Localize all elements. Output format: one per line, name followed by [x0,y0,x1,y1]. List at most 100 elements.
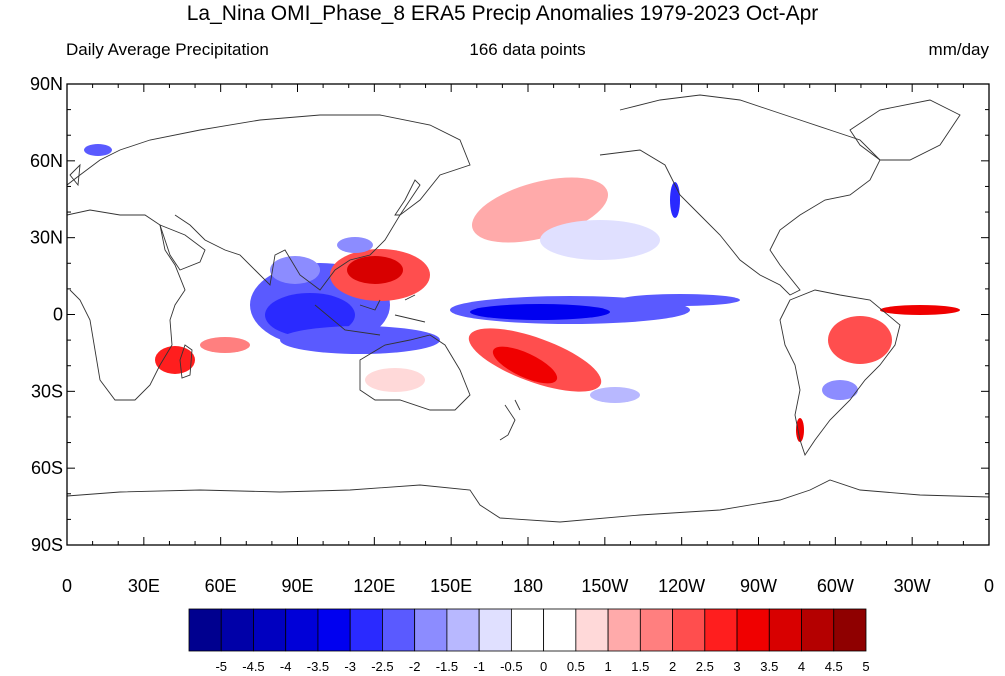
coastline-new-zealand [499,399,521,441]
anomaly-alaska-dry [670,182,680,218]
colorbar-label: -1 [473,659,485,674]
coastline-greenland [849,99,961,161]
coastline-antarctica [67,479,989,523]
coastline-british-isles [69,163,81,187]
lon-label: 150E [430,576,472,596]
colorbar-label: 4 [798,659,805,674]
subtitle-variable: Daily Average Precipitation [66,40,269,59]
colorbar-swatch [317,608,351,652]
lon-label: 30E [128,576,160,596]
colorbar-swatch [478,608,512,652]
lat-label: 30S [31,381,63,401]
coastline-south-america [779,289,901,457]
anomaly-field [84,144,960,442]
colorbar-swatch [639,608,673,652]
colorbar-label: 3.5 [760,659,778,674]
lon-label: 0 [984,576,994,596]
colorbar-swatch [543,608,577,652]
lat-label: 60S [31,458,63,478]
colorbar-swatch [801,608,835,652]
lon-label: 90W [740,576,777,596]
colorbar-swatch [285,608,319,652]
colorbar-swatch [833,608,867,652]
colorbar-label: 0 [540,659,547,674]
colorbar-swatch [510,608,545,652]
anomaly-eq-pacific-dry-core [470,304,610,320]
coastline-australia [359,334,471,411]
anomaly-australia-wet [365,368,425,392]
lon-label: 60E [205,576,237,596]
colorbar-label: -5 [215,659,227,674]
colorbar-label: -2.5 [371,659,393,674]
longitude-labels: 0 30E 60E 90E 120E 150E 180 150W 120W 90W 60W 30W 0 [62,576,994,596]
subtitle-sample-count: 166 data points [469,40,586,59]
latitude-labels: 90N 60N 30N 0 30S 60S 90S [30,74,63,555]
colorbar-label: 2.5 [696,659,714,674]
anomaly-south-indian-wet [200,337,250,353]
colorbar-swatch [704,608,738,652]
anomaly-south-america-dry [822,380,858,400]
colorbar-label: 5 [862,659,869,674]
anomaly-south-pacific-dry [590,387,640,403]
coastline-africa [67,209,186,401]
colorbar-label: 1.5 [631,659,649,674]
lat-label: 90N [30,74,63,94]
colorbar-swatch [736,608,770,652]
colorbar [188,608,867,652]
coastlines [67,94,989,523]
lon-label: 0 [62,576,72,596]
colorbar-label: -4.5 [242,659,264,674]
colorbar-label: 3 [733,659,740,674]
colorbar-swatch [349,608,383,652]
colorbar-label: -0.5 [500,659,522,674]
anomaly-atlantic-itcz-wet [880,305,960,315]
colorbar-label: -1.5 [436,659,458,674]
colorbar-swatch [414,608,448,652]
lon-label: 120W [658,576,705,596]
colorbar-swatch [188,608,222,652]
lon-label: 150W [581,576,628,596]
colorbar-swatch [672,608,706,652]
colorbar-swatch [575,608,609,652]
anomaly-spcz-wet-core [492,346,558,384]
colorbar-label: 0.5 [567,659,585,674]
lon-label: 60W [817,576,854,596]
coastline-north-america [599,94,881,296]
colorbar-swatch [253,608,287,652]
lon-label: 180 [513,576,543,596]
anomaly-indian-ocean-dry-core [265,293,355,337]
anomaly-north-pacific-dry [540,220,660,260]
anomaly-south-indian-dry [280,326,440,354]
coastline-arabia [159,224,206,271]
colorbar-swatch [446,608,480,652]
colorbar-swatch [220,608,254,652]
colorbar-label: -3.5 [307,659,329,674]
lat-label: 0 [53,305,63,325]
coastline-madagascar [179,344,193,379]
lon-label: 90E [281,576,313,596]
anomaly-madagascar-wet [155,346,195,374]
anomaly-eq-pacific-dry-east [620,294,740,306]
coastline-eurasia [67,114,471,291]
lat-label: 60N [30,151,63,171]
subtitle-units: mm/day [928,40,989,59]
colorbar-label: 1 [604,659,611,674]
colorbar-swatch [768,608,802,652]
anomaly-west-pacific-wet-core [347,256,403,284]
map-title: La_Nina OMI_Phase_8 ERA5 Precip Anomalie… [186,2,819,25]
lat-label: 30N [30,228,63,248]
colorbar-labels: -5 -4.5 -4 -3.5 -3 -2.5 -2 -1.5 -1 -0.5 0 0.5 1 1.5 2 2… [215,659,869,674]
lat-label: 90S [31,535,63,555]
colorbar-label: 4.5 [825,659,843,674]
colorbar-label: -2 [409,659,421,674]
colorbar-label: -4 [280,659,292,674]
anomaly-bay-bengal-dry [270,256,320,284]
anomaly-amazon-wet [828,316,892,364]
coastline-indonesia [314,294,426,336]
colorbar-swatch [607,608,641,652]
colorbar-label: -3 [344,659,356,674]
anomaly-patagonia-wet [796,418,804,442]
coastline-japan [394,179,421,216]
anomaly-china-dry [337,237,373,253]
